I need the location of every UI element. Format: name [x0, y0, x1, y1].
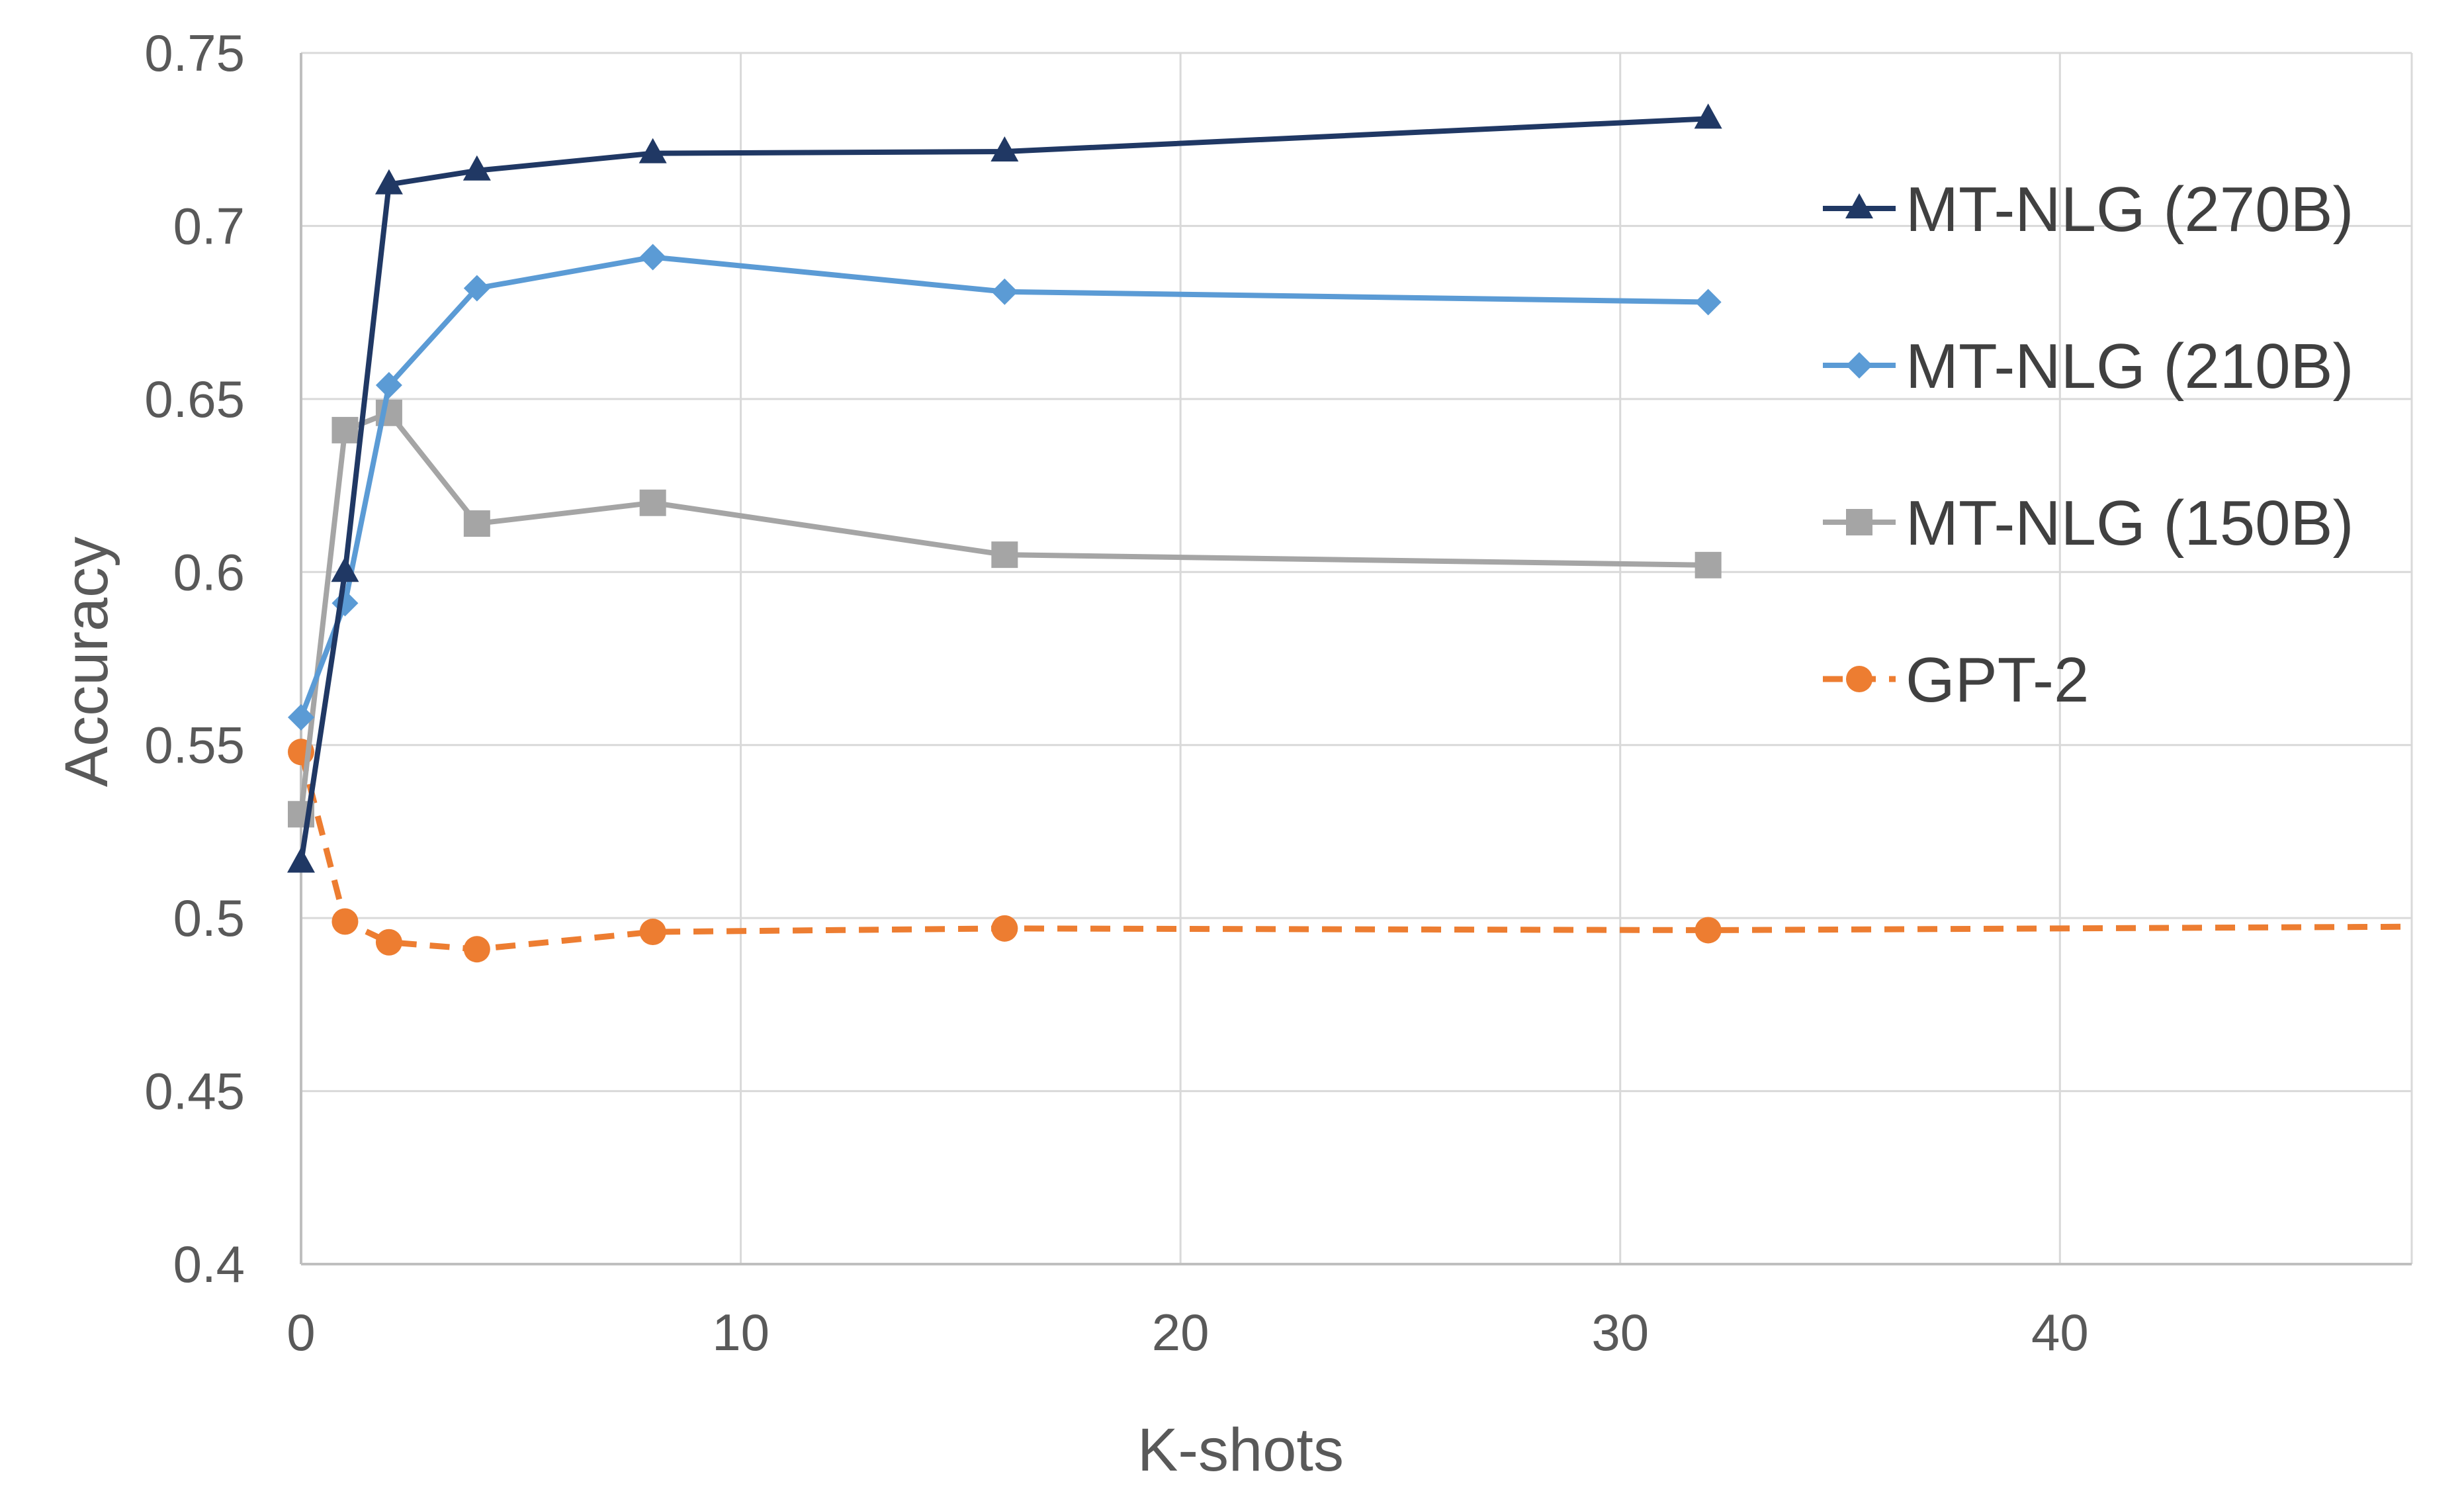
- x-axis-title: K-shots: [1137, 1416, 1344, 1484]
- y-tick-label: 0.55: [144, 716, 245, 774]
- legend-label: MT-NLG (270B): [1906, 174, 2354, 245]
- data-point-mt-nlg-270b: [638, 138, 667, 163]
- y-tick-label: 0.4: [173, 1235, 245, 1293]
- axes-layer: [300, 53, 2412, 1265]
- x-tick-label: 40: [2031, 1303, 2089, 1361]
- y-tick-label: 0.7: [173, 197, 245, 255]
- data-point-gpt-2: [463, 936, 490, 963]
- data-point-mt-nlg-270b: [462, 155, 491, 181]
- legend-swatch-marker: [1846, 509, 1872, 535]
- data-point-mt-nlg-150b: [1694, 551, 1722, 578]
- data-point-mt-nlg-150b: [463, 510, 490, 537]
- series-mt-nlg-150b: [288, 399, 1722, 828]
- series-line-mt-nlg-150b: [298, 410, 1708, 815]
- series-line-mt-nlg-270b: [298, 116, 1708, 864]
- series-layer: [287, 103, 2412, 963]
- grid-layer: [300, 52, 2413, 1265]
- data-point-mt-nlg-270b: [1694, 103, 1722, 129]
- y-tick-label: 0.45: [144, 1062, 245, 1120]
- data-point-gpt-2: [639, 919, 666, 946]
- legend: MT-NLG (270B) MT-NLG (210B) MT-NLG (150B) G…: [1823, 174, 2354, 715]
- series-line-gpt-2: [298, 751, 2412, 952]
- data-point-mt-nlg-210b: [463, 275, 490, 302]
- legend-swatch-marker: [1845, 193, 1873, 218]
- data-point-mt-nlg-150b: [639, 489, 666, 516]
- x-tick-label: 0: [286, 1303, 315, 1361]
- data-point-mt-nlg-270b: [331, 557, 359, 582]
- y-tick-label: 0.75: [144, 24, 245, 82]
- legend-entry-mt-nlg-270b: MT-NLG (270B): [1823, 174, 2354, 245]
- x-tick-label: 30: [1591, 1303, 1649, 1361]
- data-point-mt-nlg-270b: [374, 169, 403, 195]
- y-axis-title: Accuracy: [53, 537, 120, 787]
- y-tick-label: 0.5: [173, 889, 245, 947]
- x-tick-label: 20: [1152, 1303, 1210, 1361]
- legend-label: MT-NLG (210B): [1906, 331, 2354, 402]
- legend-label: GPT-2: [1906, 645, 2089, 715]
- data-point-mt-nlg-210b: [331, 590, 359, 617]
- data-point-mt-nlg-270b: [287, 847, 315, 873]
- legend-swatch-marker: [1846, 352, 1872, 379]
- legend-entry-mt-nlg-150b: MT-NLG (150B): [1823, 488, 2354, 559]
- y-tick-label: 0.6: [173, 543, 245, 601]
- series-mt-nlg-270b: [287, 103, 1722, 873]
- data-point-gpt-2: [991, 915, 1018, 942]
- legend-swatch-marker: [1846, 666, 1872, 692]
- series-line-mt-nlg-210b: [298, 254, 1708, 719]
- legend-entry-mt-nlg-210b: MT-NLG (210B): [1823, 331, 2354, 402]
- data-point-mt-nlg-210b: [375, 371, 402, 398]
- data-point-mt-nlg-210b: [639, 244, 666, 271]
- y-tick-label: 0.65: [144, 370, 245, 428]
- tick-label-layer: 0.4 0.45 0.5 0.55 0.6 0.65 0.7 0.75 0 10 20 30 40: [144, 24, 2089, 1361]
- x-tick-label: 10: [712, 1303, 770, 1361]
- data-point-mt-nlg-150b: [331, 416, 359, 443]
- data-point-mt-nlg-210b: [1694, 289, 1722, 316]
- legend-label: MT-NLG (150B): [1906, 488, 2354, 559]
- data-point-mt-nlg-150b: [991, 541, 1018, 569]
- data-point-mt-nlg-270b: [990, 136, 1019, 162]
- legend-entry-gpt-2: GPT-2: [1823, 645, 2089, 715]
- data-point-mt-nlg-210b: [991, 278, 1018, 305]
- data-point-gpt-2: [1694, 917, 1722, 944]
- data-point-gpt-2: [331, 908, 359, 935]
- series-mt-nlg-210b: [288, 244, 1722, 731]
- data-point-mt-nlg-210b: [288, 704, 314, 731]
- series-gpt-2: [288, 739, 2412, 963]
- data-point-gpt-2: [375, 929, 402, 956]
